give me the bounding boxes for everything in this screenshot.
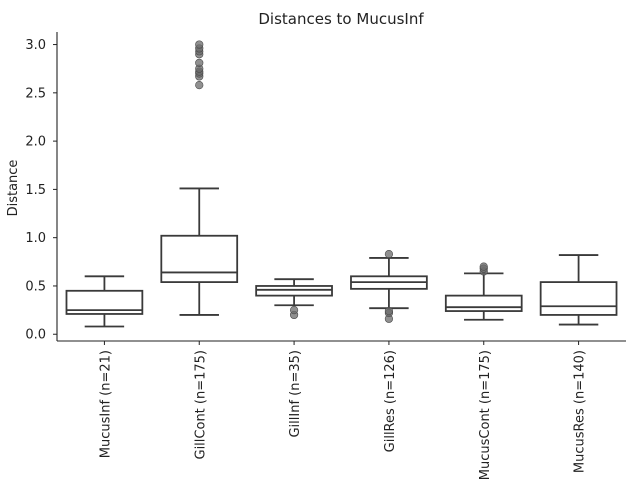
outlier-point <box>195 40 204 49</box>
x-tick-label: GillCont (n=175) <box>193 350 208 460</box>
box-iqr <box>255 285 333 297</box>
y-tick-label: 2.5 <box>25 86 46 101</box>
chart-title: Distances to MucusInf <box>258 10 424 28</box>
box-iqr <box>160 234 239 283</box>
outlier-point <box>384 306 394 316</box>
y-tick-label: 0.0 <box>25 328 46 343</box>
outlier-point <box>195 58 204 68</box>
plot-area: 0.0 0.5 1.0 1.5 2.0 2.5 3.0 MucusInf (n=21) Gill… <box>25 32 626 480</box>
y-tick-label: 1.5 <box>25 183 46 198</box>
x-tick-label: MucusCont (n=175) <box>478 350 493 480</box>
outlier-point <box>479 262 488 271</box>
x-tick-label: MucusRes (n=140) <box>573 350 588 473</box>
y-tick-label: 1.0 <box>25 231 46 246</box>
x-tick-label: MucusInf (n=21) <box>98 350 113 458</box>
x-tick-label: GillRes (n=126) <box>383 350 398 452</box>
y-tick-label: 2.0 <box>25 135 46 150</box>
box-iqr <box>539 281 618 316</box>
y-tick-label: 3.0 <box>25 38 46 53</box>
box-iqr <box>65 289 144 315</box>
x-tick-label: GillInf (n=35) <box>288 350 303 438</box>
y-axis-label: Distance <box>6 160 21 217</box>
y-tick-label: 0.5 <box>25 279 46 294</box>
box-iqr <box>444 294 523 312</box>
outlier-point <box>289 306 299 315</box>
outlier-point <box>384 249 394 259</box>
outlier-point <box>195 81 204 90</box>
